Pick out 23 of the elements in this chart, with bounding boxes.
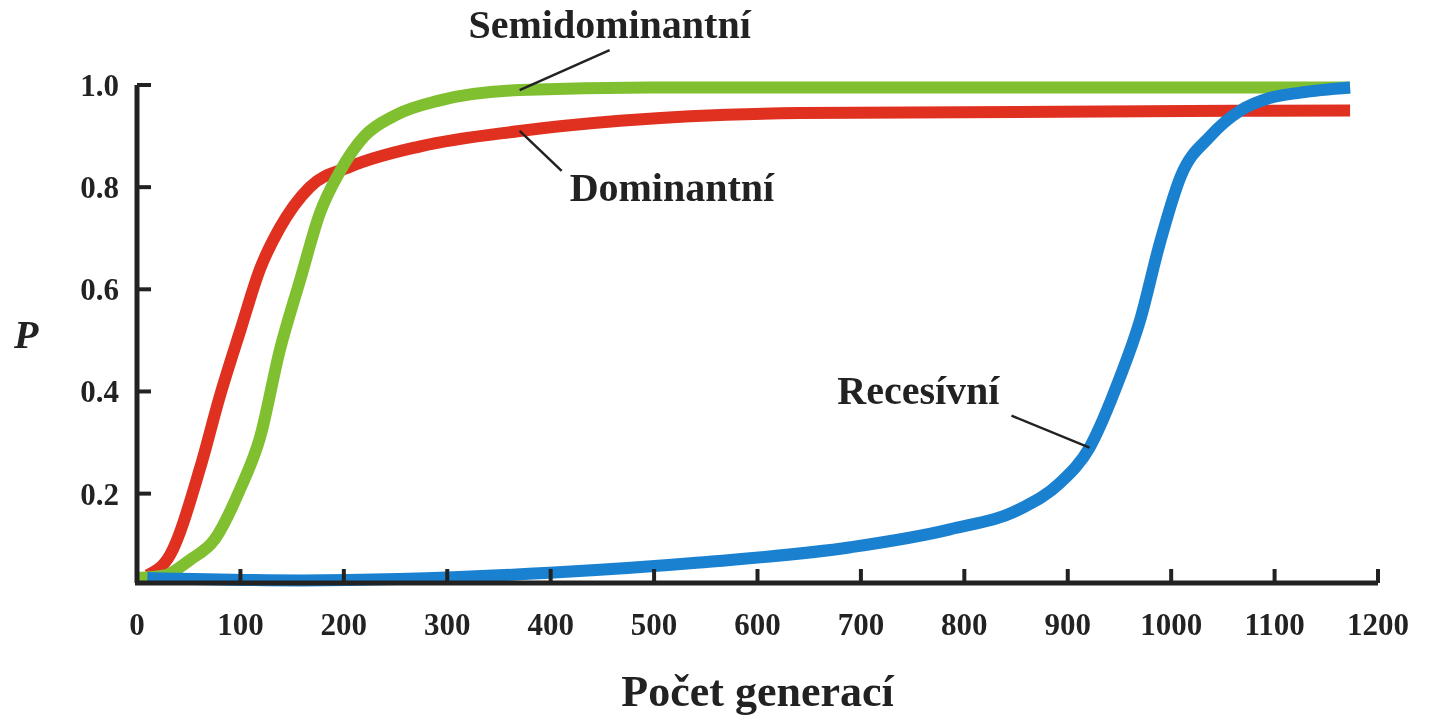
x-tick-label: 600: [734, 607, 781, 642]
text: Recesívní: [837, 367, 1001, 413]
y-tick-label: 0.8: [80, 170, 119, 206]
y-tick-label: 0.2: [80, 476, 119, 512]
x-tick-label: 700: [837, 607, 885, 642]
y-tick-label: 1.0: [80, 68, 119, 103]
y-tick-label: 0.4: [80, 374, 119, 410]
x-tick-label: 500: [630, 607, 678, 642]
y-tick-label: 0.6: [80, 272, 119, 308]
x-axis-title: Počet generací: [621, 667, 895, 716]
x-tick-label: 100: [217, 607, 264, 642]
x-tick-label: 1000: [1140, 607, 1203, 642]
x-tick-label: 1200: [1347, 607, 1409, 642]
x-tick-label: 800: [941, 607, 988, 642]
x-tick-label: 0: [129, 607, 145, 642]
x-tick-label: 200: [320, 607, 368, 642]
x-tick-label: 300: [424, 607, 471, 642]
x-tick-label: 1100: [1244, 607, 1305, 642]
y-axis-title: P: [13, 312, 39, 357]
series-label: Dominantní: [569, 164, 776, 210]
x-tick-label: 400: [527, 607, 574, 642]
series-label: Semidominantní: [468, 2, 752, 48]
x-tick-label: 900: [1044, 607, 1091, 642]
